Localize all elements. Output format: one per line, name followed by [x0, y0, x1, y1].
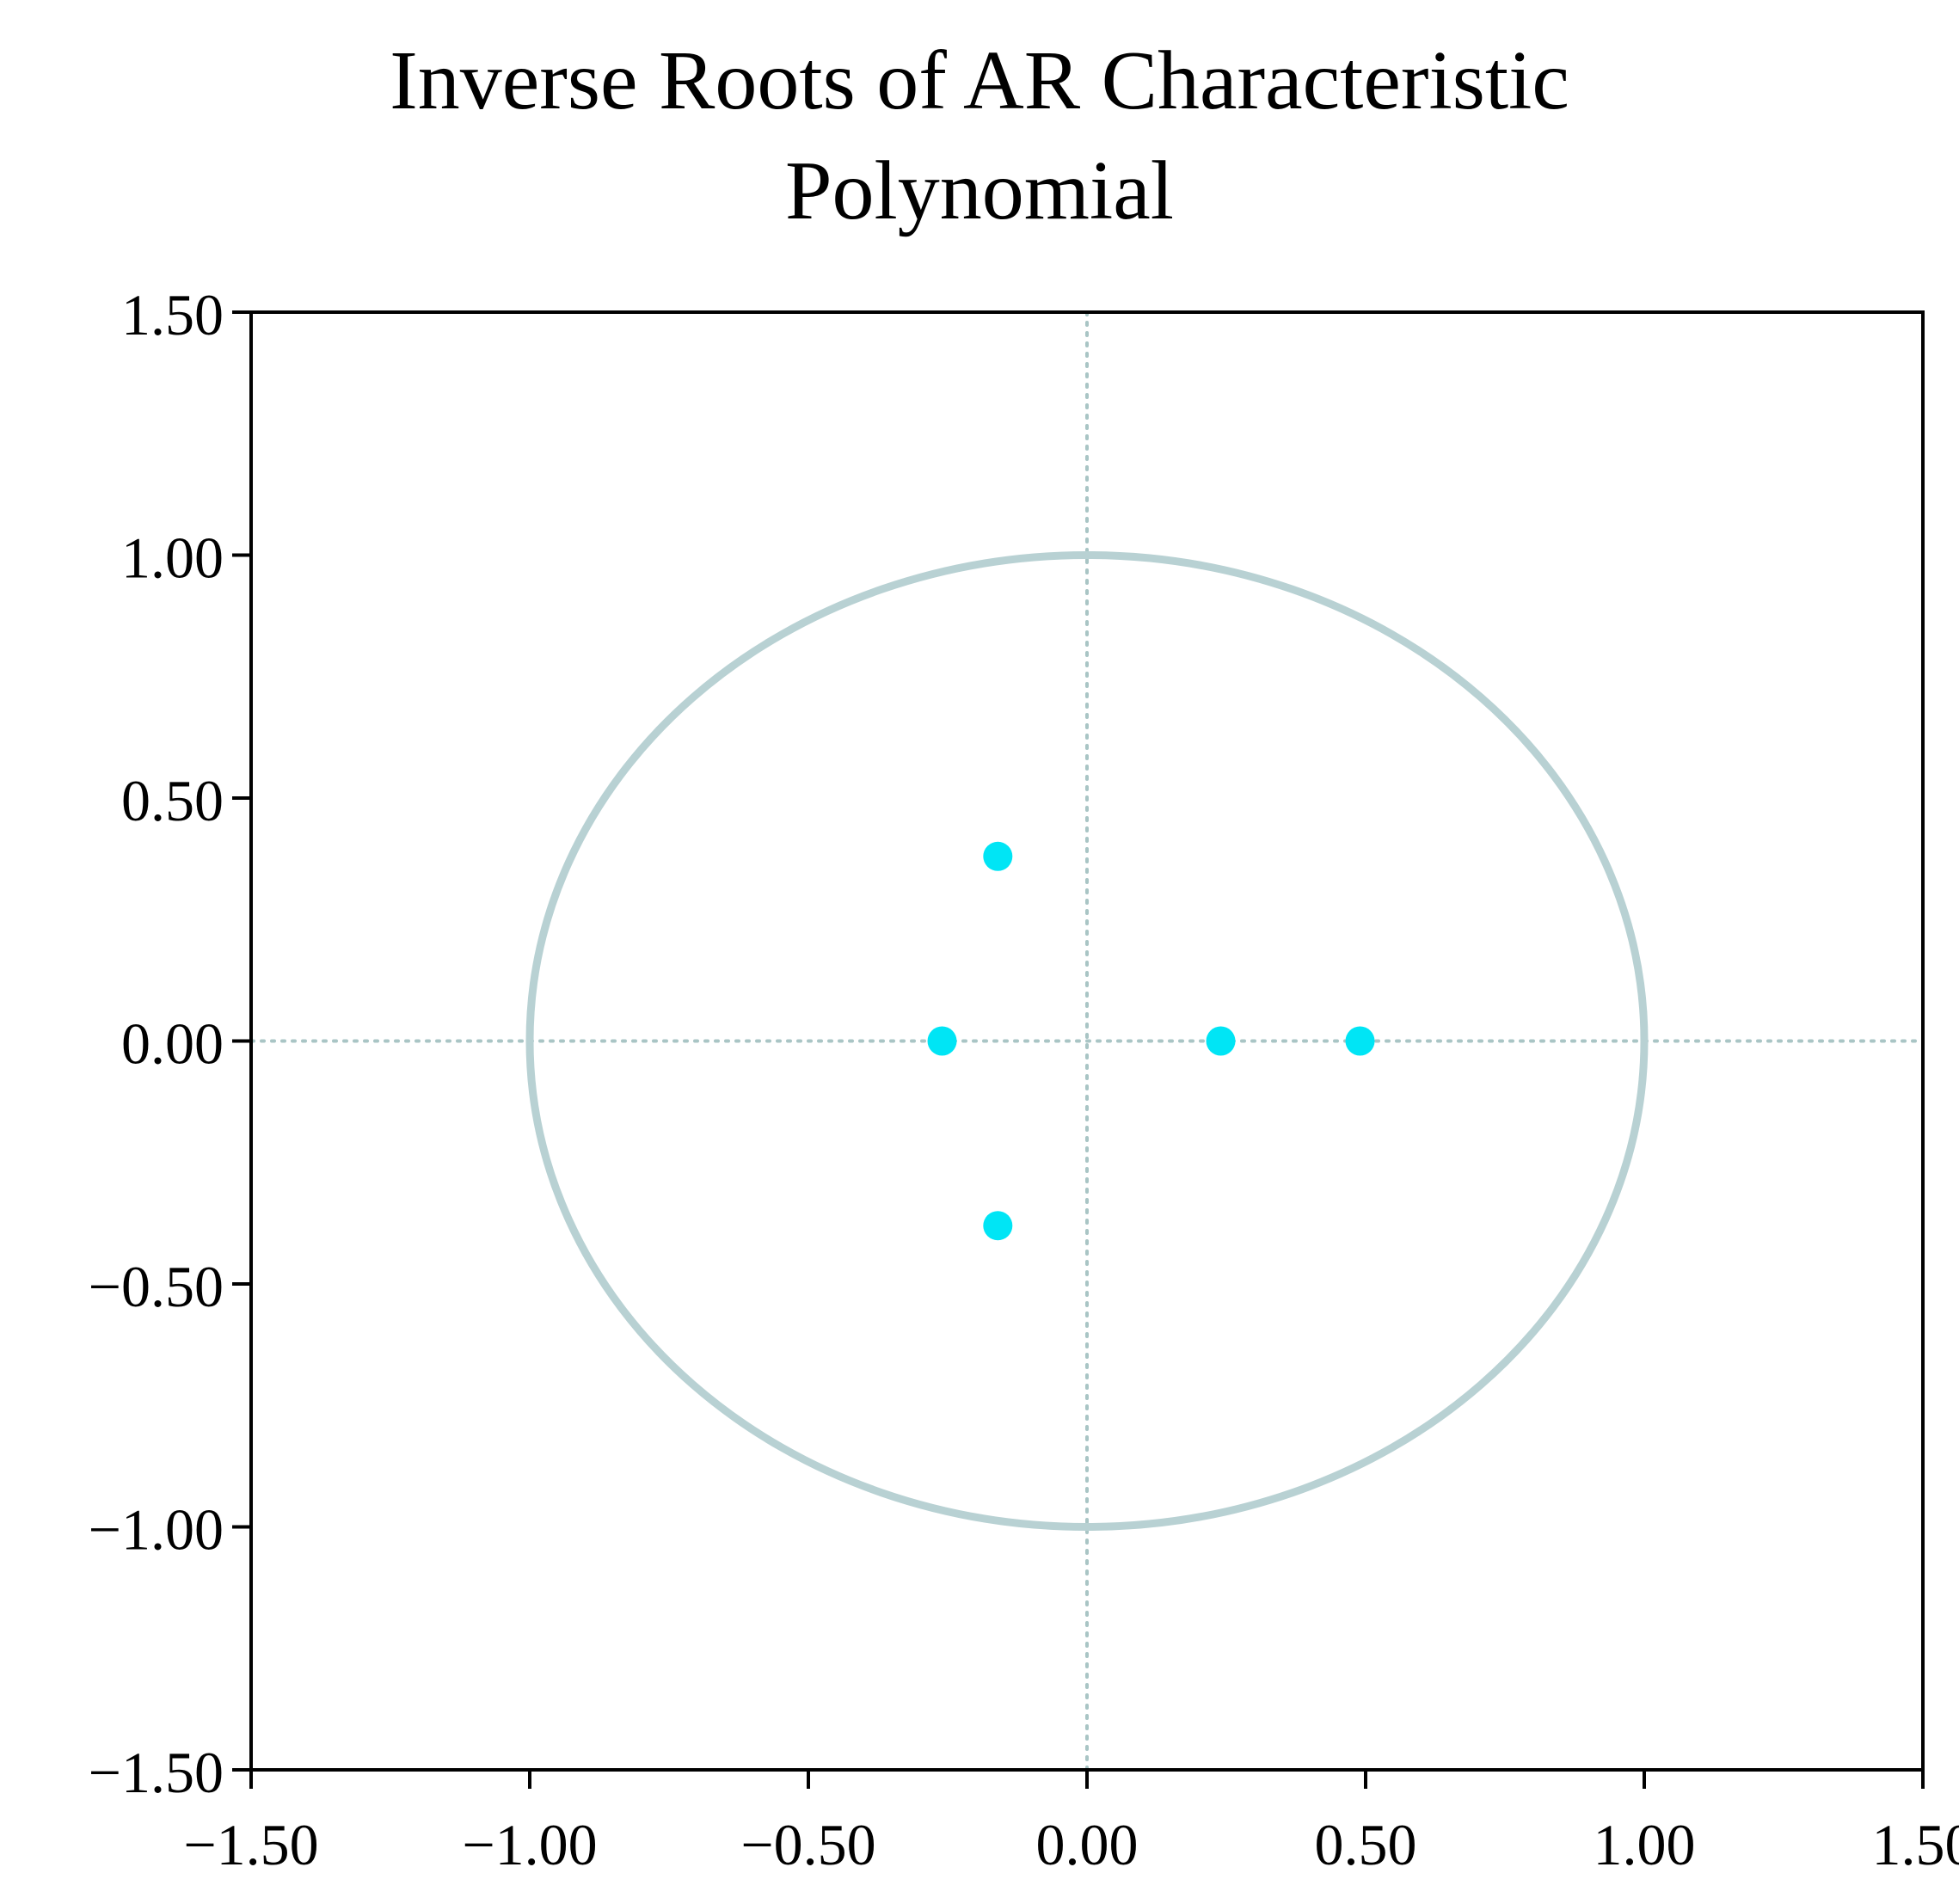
inverse-root-point: [1206, 1026, 1236, 1056]
inverse-root-point: [983, 841, 1013, 871]
x-tick-label: 1.00: [1594, 1812, 1696, 1877]
x-tick-label: 0.50: [1315, 1812, 1417, 1877]
x-tick-label: −1.00: [462, 1812, 597, 1877]
y-tick-label: −1.00: [89, 1497, 224, 1563]
x-tick-label: −1.50: [183, 1812, 318, 1877]
y-tick-label: 1.00: [121, 525, 224, 591]
y-tick-label: 0.00: [121, 1011, 224, 1077]
y-tick-label: 0.50: [121, 768, 224, 833]
y-tick-label: 1.50: [121, 282, 224, 347]
unit-circle: [525, 551, 1649, 1531]
y-tick-label: −1.50: [89, 1740, 224, 1805]
inverse-root-point: [927, 1026, 957, 1056]
inverse-root-point: [1345, 1026, 1375, 1056]
chart-title-line-1: Inverse Roots of AR Characteristic: [390, 34, 1569, 127]
x-tick-label: 1.50: [1872, 1812, 1959, 1877]
chart-title-line-2: Polynomial: [785, 144, 1174, 237]
x-tick-label: 0.00: [1036, 1812, 1139, 1877]
x-tick-label: −0.50: [740, 1812, 875, 1877]
y-tick-label: −0.50: [89, 1254, 224, 1319]
chart-title: Inverse Roots of AR Characteristic Polyn…: [0, 26, 1959, 246]
inverse-root-point: [983, 1211, 1013, 1241]
